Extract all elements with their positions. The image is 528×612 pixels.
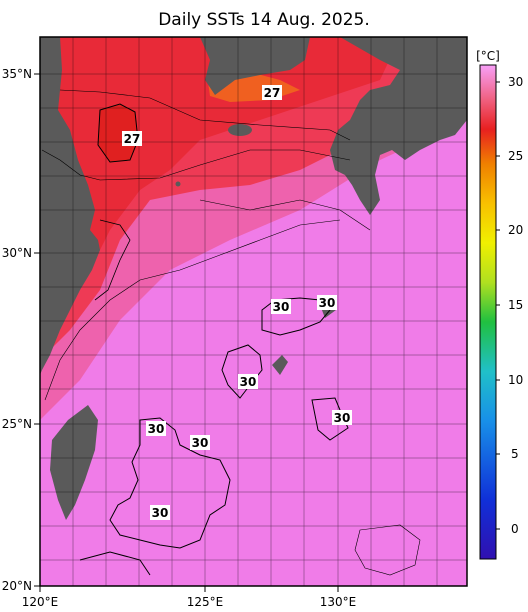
- contour-line: [44, 219, 341, 401]
- axis-ticks: [34, 73, 339, 592]
- contour-30: [79, 551, 151, 576]
- lon-label: 125°E: [187, 595, 224, 609]
- lat-label: 25°N: [2, 417, 32, 431]
- colorbar-tick: 20: [508, 223, 523, 237]
- land-japan: [330, 37, 467, 215]
- colorbar-unit: [°C]: [476, 49, 500, 63]
- contour-line: [41, 149, 351, 181]
- contour-30: [311, 397, 349, 441]
- land-islet: [175, 181, 181, 187]
- colorbar-tick: 0: [511, 522, 519, 536]
- colorbar-tick: 25: [508, 149, 523, 163]
- contour-label: 30: [148, 422, 165, 436]
- contour-label: 30: [273, 300, 290, 314]
- contour-label-group: 27 27 30 30 30 30 30 30 30: [122, 85, 352, 520]
- contour-label: 27: [124, 132, 141, 146]
- colorbar-gradient: [479, 64, 497, 560]
- lat-label: 30°N: [2, 246, 32, 260]
- contour-30: [109, 417, 231, 549]
- map-frame: [39, 36, 468, 587]
- lat-label: 35°N: [2, 67, 32, 81]
- land-taiwan: [50, 405, 98, 520]
- land-china: [40, 37, 100, 375]
- lon-label: 120°E: [22, 595, 59, 609]
- colorbar-tick: 10: [508, 373, 523, 387]
- land-jeju: [228, 124, 252, 136]
- contour-27-yellow-sea: [97, 103, 139, 163]
- contour-line: [59, 89, 351, 141]
- colorbar: [°C] 30 25 20 15 10 5 0: [476, 49, 523, 560]
- lat-label: 20°N: [2, 579, 32, 593]
- map-title: Daily SSTs 14 Aug. 2025.: [158, 10, 370, 30]
- contour-label: 30: [192, 436, 209, 450]
- lon-label: 130°E: [320, 595, 357, 609]
- contour-label: 30: [152, 506, 169, 520]
- contour-label: 30: [334, 411, 351, 425]
- contour-label: 30: [240, 375, 257, 389]
- colorbar-tick: 30: [508, 75, 523, 89]
- contour-label: 30: [319, 296, 336, 310]
- map-area: 27 27 30 30 30 30 30 30 30: [40, 37, 467, 586]
- land-okinawa: [272, 355, 288, 375]
- colorbar-tick: 5: [511, 447, 519, 461]
- contour-line: [199, 199, 371, 231]
- contour-line: [354, 524, 421, 576]
- land-korea: [200, 37, 310, 95]
- contour-label: 27: [264, 86, 281, 100]
- colorbar-tick: 15: [508, 298, 523, 312]
- grid: [40, 37, 467, 586]
